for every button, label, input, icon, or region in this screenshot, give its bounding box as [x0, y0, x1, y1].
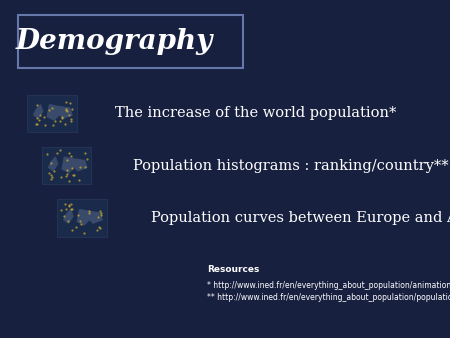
Point: [41, 122, 49, 127]
Point: [86, 210, 93, 216]
Point: [62, 174, 69, 179]
Polygon shape: [47, 105, 61, 120]
FancyBboxPatch shape: [18, 15, 243, 68]
Point: [75, 212, 82, 218]
Point: [63, 108, 70, 114]
Point: [81, 164, 88, 169]
Polygon shape: [49, 157, 58, 171]
Point: [70, 172, 77, 178]
Point: [65, 203, 72, 209]
Point: [50, 168, 58, 173]
Text: The increase of the world population*: The increase of the world population*: [115, 106, 396, 120]
Point: [36, 113, 44, 118]
Point: [63, 168, 71, 173]
Point: [65, 202, 72, 208]
Point: [33, 122, 40, 127]
Point: [63, 99, 70, 104]
Point: [54, 150, 61, 155]
Text: Population histograms : ranking/country**: Population histograms : ranking/country*…: [133, 159, 448, 173]
Point: [68, 106, 75, 112]
Point: [63, 158, 71, 163]
Point: [97, 211, 104, 216]
Point: [65, 150, 72, 155]
Point: [43, 151, 50, 157]
Point: [67, 153, 74, 159]
Point: [70, 172, 77, 178]
Point: [72, 224, 79, 230]
Point: [77, 221, 84, 226]
Point: [58, 174, 65, 179]
Point: [45, 170, 52, 175]
Point: [62, 122, 69, 127]
Point: [36, 117, 43, 123]
Point: [68, 116, 75, 122]
Polygon shape: [62, 157, 76, 172]
Point: [62, 106, 69, 111]
Point: [95, 225, 102, 230]
Point: [96, 226, 104, 231]
Point: [68, 207, 75, 212]
Polygon shape: [56, 106, 72, 118]
Point: [48, 172, 55, 177]
Polygon shape: [86, 211, 102, 223]
Text: * http://www.ined.fr/en/everything_about_population/animations/world_population/: * http://www.ined.fr/en/everything_about…: [207, 281, 450, 290]
Point: [51, 118, 59, 124]
Text: Demography: Demography: [16, 28, 213, 55]
Point: [62, 207, 69, 212]
Point: [94, 214, 102, 220]
Point: [65, 218, 72, 224]
Point: [48, 175, 55, 180]
Polygon shape: [34, 105, 43, 118]
Point: [68, 165, 75, 171]
Point: [67, 100, 74, 105]
Point: [82, 150, 89, 156]
Point: [56, 118, 63, 124]
Point: [68, 118, 75, 123]
Point: [58, 116, 66, 121]
Point: [62, 201, 69, 207]
Point: [47, 160, 54, 165]
Point: [49, 105, 56, 110]
Point: [62, 107, 69, 113]
Point: [68, 201, 75, 207]
FancyBboxPatch shape: [42, 147, 91, 184]
Point: [96, 209, 104, 214]
Point: [60, 214, 67, 219]
Point: [76, 164, 84, 169]
Point: [33, 121, 40, 127]
Point: [63, 171, 70, 177]
Polygon shape: [77, 210, 91, 225]
Polygon shape: [64, 210, 73, 223]
Point: [49, 123, 56, 128]
Point: [76, 218, 84, 223]
Point: [58, 207, 65, 212]
Text: Population curves between Europe and Africa**: Population curves between Europe and Afr…: [151, 211, 450, 225]
Point: [65, 178, 72, 184]
Point: [86, 208, 93, 214]
Text: Resources: Resources: [207, 265, 259, 274]
Point: [65, 112, 72, 117]
Point: [47, 176, 54, 182]
Point: [67, 206, 74, 212]
Polygon shape: [71, 159, 87, 171]
Point: [93, 227, 100, 232]
Point: [97, 212, 104, 218]
Point: [83, 157, 90, 162]
Point: [33, 116, 40, 121]
FancyBboxPatch shape: [57, 199, 107, 237]
Point: [40, 115, 47, 120]
Point: [45, 107, 52, 113]
Point: [33, 102, 40, 107]
Point: [80, 231, 87, 236]
Point: [59, 114, 66, 120]
Point: [57, 147, 64, 153]
Text: ** http://www.ined.fr/en/everything_about_population/population_atlas/: ** http://www.ined.fr/en/everything_abou…: [207, 293, 450, 303]
Point: [75, 178, 82, 183]
FancyBboxPatch shape: [27, 95, 76, 132]
Point: [68, 227, 75, 232]
